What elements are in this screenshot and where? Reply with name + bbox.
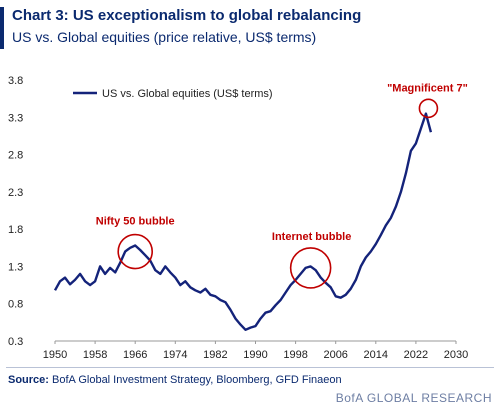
x-tick-label: 1982	[203, 349, 227, 361]
y-tick-label: 1.8	[8, 224, 23, 236]
x-tick-label: 1966	[123, 349, 147, 361]
x-tick-label: 1958	[83, 349, 107, 361]
source-text: BofA Global Investment Strategy, Bloombe…	[52, 374, 342, 386]
series-line	[53, 112, 433, 331]
y-tick-label: 1.3	[8, 261, 23, 273]
x-tick-label: 2006	[323, 349, 347, 361]
annotation-label: Nifty 50 bubble	[96, 216, 175, 228]
x-tick-label: 1998	[283, 349, 307, 361]
x-tick-label: 2014	[364, 349, 388, 361]
y-tick-label: 3.3	[8, 112, 23, 124]
annotation-circle	[418, 98, 439, 119]
annotation-circle	[117, 233, 153, 270]
source-label: Source:	[8, 374, 49, 386]
chart-area: 0.3 0.8 1.3 1.8 2.3 2.8 3.3 3.8 1950 1958 1966 1974…	[8, 75, 468, 361]
footer-divider	[6, 367, 494, 368]
chart-title: Chart 3: US exceptionalism to global reb…	[12, 7, 362, 24]
chart-subtitle: US vs. Global equities (price relative, …	[12, 29, 317, 45]
y-tick-label: 2.3	[8, 187, 23, 199]
y-tick-label: 3.8	[8, 75, 23, 87]
annotation-label: Internet bubble	[272, 231, 351, 243]
source-note: Source: BofA Global Investment Strategy,…	[8, 374, 342, 386]
legend-label: US vs. Global equities (US$ terms)	[102, 88, 273, 100]
annotation-label: "Magnificent 7"	[387, 82, 468, 94]
x-tick-label: 1974	[163, 349, 187, 361]
x-tick-label: 1990	[243, 349, 267, 361]
y-tick-label: 0.3	[8, 336, 23, 348]
x-tick-label: 2030	[444, 349, 468, 361]
y-tick-label: 0.8	[8, 299, 23, 311]
x-tick-label: 2022	[404, 349, 428, 361]
title-accent-bar	[0, 7, 4, 49]
x-tick-label: 1950	[43, 349, 67, 361]
annotation-circle	[289, 247, 332, 289]
y-tick-label: 2.8	[8, 150, 23, 162]
brand-label: BofA GLOBAL RESEARCH	[335, 391, 492, 405]
